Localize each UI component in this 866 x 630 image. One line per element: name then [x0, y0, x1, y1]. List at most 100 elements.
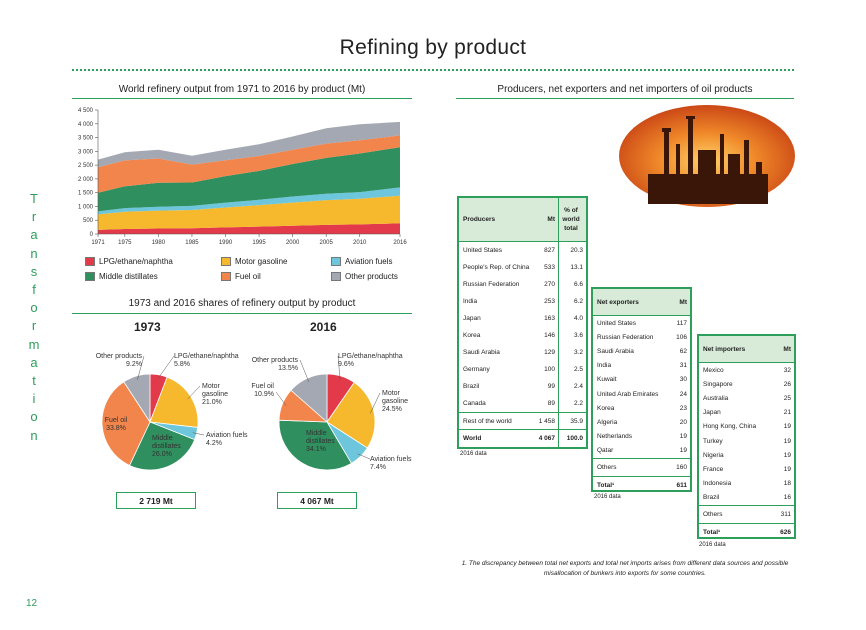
cell-percent: 2.5 — [558, 361, 586, 378]
pie-label-text: Aviation fuels — [370, 456, 412, 463]
area-chart-legend: LPG/ethane/naphtha Motor gasoline Aviati… — [85, 257, 415, 281]
legend-swatch — [85, 272, 95, 281]
pie-value-label: 10.9% — [254, 391, 274, 398]
cell-name: Indonesia — [703, 480, 732, 488]
y-tick-label: 4 000 — [78, 122, 94, 128]
x-tick-label: 2016 — [393, 240, 407, 246]
y-tick-label: 4 500 — [78, 108, 94, 114]
cell-mt: 19 — [783, 423, 791, 431]
cell-name: Mexico — [703, 366, 724, 374]
pie-section-title: 1973 and 2016 shares of refinery output … — [128, 298, 356, 309]
pie-value-label: 7.4% — [370, 464, 386, 471]
cell-mt: 19 — [783, 465, 791, 473]
table-row: United States 827 20.3 — [459, 242, 586, 259]
pie-label-text: Other products — [96, 353, 143, 360]
pie-slice-middle-distillates — [278, 419, 352, 471]
legend-label: Aviation fuels — [345, 257, 393, 266]
pie-label-text: Motor — [382, 390, 401, 397]
cell-mt: 24 — [679, 390, 687, 398]
cell-mt: 19 — [783, 451, 791, 459]
cell-mt: 129 — [544, 349, 555, 356]
cell-percent: 3.6 — [558, 327, 586, 344]
area-chart-title: World refinery output from 1971 to 2016 … — [118, 84, 366, 95]
total-1973: 2 719 Mt — [116, 492, 196, 509]
table-row: Kuwait 30 — [593, 373, 690, 387]
side-letter: f — [32, 282, 36, 298]
table-row: Australia 25 — [699, 391, 794, 405]
exporters-note: 2016 data — [594, 494, 621, 500]
table-row: Korea 146 3.6 — [459, 327, 586, 344]
cell-name: Hong Kong, China — [703, 423, 757, 431]
pie-1973-year: 1973 — [134, 320, 161, 334]
legend-item-lpg: LPG/ethane/naphtha — [85, 257, 221, 266]
producers-table: Producers Mt % of world total United Sta… — [457, 196, 588, 449]
side-letter: i — [32, 391, 36, 407]
pie-value-label: 13.5% — [278, 365, 298, 372]
importers-note: 2016 data — [699, 542, 726, 548]
legend-label: Motor gasoline — [235, 257, 288, 266]
col-header-net-importers: Net importers — [703, 345, 746, 353]
cell-mt: 253 — [544, 298, 555, 305]
cell-name: Brazil — [703, 494, 720, 502]
pie-label-text: Middle — [306, 430, 327, 437]
cell-mt: 18 — [783, 480, 791, 488]
cell-name: Russian Federation — [463, 281, 520, 288]
table-row: Japan 163 4.0 — [459, 310, 586, 327]
col-header-mt: Mt — [783, 345, 791, 353]
cell-mt: 19 — [679, 447, 687, 455]
cell-mt: 19 — [679, 433, 687, 441]
table-row: Saudi Arabia 129 3.2 — [459, 344, 586, 361]
cell-name: United States — [597, 319, 637, 327]
cell-mt: 99 — [547, 383, 555, 390]
leader-line — [299, 359, 310, 382]
area-series-aviation-fuels — [98, 187, 400, 215]
pie-value-label: 5.8% — [174, 361, 190, 368]
area-chart-title-rule — [72, 98, 412, 99]
area-series-middle-distillates — [98, 147, 400, 212]
table-row: Russian Federation 270 6.6 — [459, 276, 586, 293]
table-row: Brazil 99 2.4 — [459, 378, 586, 395]
table-row: Korea 23 — [593, 401, 690, 415]
table-row-rest-of-world: Rest of the world 1 458 35.9 — [459, 412, 586, 429]
pie-value-label: 9.6% — [338, 361, 354, 368]
net-importers-table: Net importers Mt Mexico 32 Singapore 26 Aust… — [697, 334, 796, 539]
cell-mt: 26 — [783, 380, 791, 388]
cell-name: India — [597, 362, 612, 370]
refinery-output-area-chart: 0 500 1 000 1 500 2 000 2 500 3 000 3 500 4 000 4… — [78, 108, 407, 246]
pie-value-label: 4.2% — [206, 440, 222, 447]
cell-name: Total¹ — [703, 528, 721, 536]
side-letter: n — [30, 245, 38, 261]
side-letter: a — [30, 354, 38, 370]
y-tick-label: 3 500 — [78, 136, 94, 142]
legend-item-motor-gasoline: Motor gasoline — [221, 257, 331, 266]
cell-name: Russian Federation — [597, 333, 654, 341]
legend-label: Fuel oil — [235, 272, 261, 281]
cell-mt: 146 — [544, 332, 555, 339]
cell-mt: 827 — [544, 247, 555, 254]
pie-slice-middle-distillates — [129, 421, 196, 471]
cell-name: India — [463, 298, 478, 305]
leader-line — [137, 355, 145, 380]
cell-name: France — [703, 465, 724, 473]
table-row: India 253 6.2 — [459, 293, 586, 310]
cell-mt: 533 — [544, 264, 555, 271]
page-number: 12 — [26, 598, 38, 609]
pie-label-text: gasoline — [382, 398, 408, 405]
cell-name: World — [463, 435, 482, 442]
cell-mt: 31 — [679, 362, 687, 370]
cell-mt: 106 — [676, 333, 687, 341]
cell-mt: 25 — [783, 394, 791, 402]
y-tick-label: 0 — [90, 232, 94, 238]
cell-name: United Arab Emirates — [597, 390, 659, 398]
side-letter: o — [30, 300, 38, 316]
importers-table-header: Net importers Mt — [699, 336, 794, 363]
cell-name: Japan — [703, 409, 721, 417]
legend-swatch — [221, 257, 231, 266]
